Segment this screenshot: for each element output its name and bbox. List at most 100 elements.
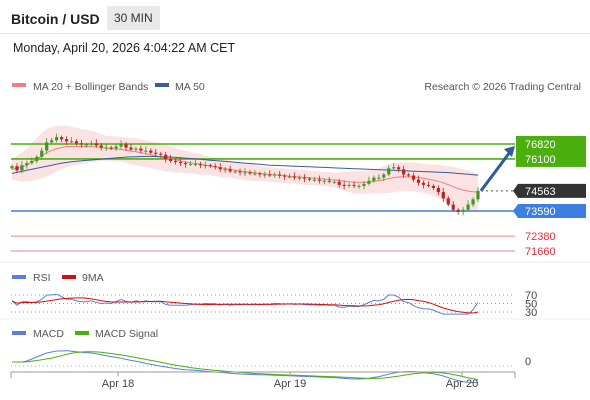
candle bbox=[129, 144, 133, 152]
candle bbox=[387, 165, 391, 177]
candle bbox=[193, 159, 198, 167]
interval-button[interactable]: 30 MIN bbox=[107, 6, 160, 30]
candle bbox=[382, 172, 386, 182]
x-label-2: Apr 19 bbox=[274, 378, 306, 390]
candle bbox=[84, 142, 88, 148]
rsi-ma-line bbox=[11, 297, 479, 314]
candle bbox=[421, 180, 426, 189]
candle bbox=[441, 187, 445, 202]
candle bbox=[35, 155, 39, 164]
rsi-ma-legend-label: 9MA bbox=[82, 272, 104, 284]
candle bbox=[416, 175, 421, 186]
macd-line bbox=[12, 350, 478, 383]
candle bbox=[30, 157, 34, 165]
rsi-legend-label: RSI bbox=[33, 272, 51, 284]
candle bbox=[426, 181, 431, 188]
candle bbox=[317, 175, 321, 184]
candle bbox=[233, 169, 237, 174]
candle bbox=[10, 164, 14, 170]
candle bbox=[79, 139, 84, 148]
candle bbox=[446, 196, 450, 207]
ma20-legend-label: MA 20 + Bollinger Bands bbox=[33, 81, 148, 93]
candle bbox=[352, 181, 356, 189]
candle bbox=[461, 206, 465, 216]
candle bbox=[451, 201, 455, 213]
candle bbox=[327, 177, 331, 184]
copyright-text: Research © 2026 Trading Central bbox=[424, 81, 581, 93]
candle bbox=[183, 161, 188, 168]
candle bbox=[456, 208, 460, 215]
candle bbox=[367, 176, 371, 186]
candle bbox=[159, 152, 163, 158]
candle bbox=[312, 176, 317, 182]
current-price-label-text: 74563 bbox=[525, 186, 556, 198]
candle bbox=[144, 146, 148, 155]
candle bbox=[94, 139, 98, 148]
candle bbox=[74, 139, 79, 146]
candle bbox=[15, 163, 19, 173]
candle bbox=[406, 172, 411, 178]
candle bbox=[40, 147, 44, 160]
candle bbox=[362, 180, 366, 190]
candle bbox=[297, 175, 302, 181]
candle bbox=[397, 164, 401, 173]
pivot-label: 73590 bbox=[513, 204, 586, 218]
candlesticks bbox=[10, 133, 480, 216]
candle bbox=[198, 161, 202, 169]
candle bbox=[292, 172, 297, 180]
candle bbox=[273, 172, 277, 178]
ma50-legend-swatch bbox=[155, 83, 169, 87]
rsi-level-label-50: 50 bbox=[525, 299, 537, 311]
candle bbox=[173, 158, 178, 165]
candle bbox=[203, 161, 207, 169]
macd-legend-label: MACD bbox=[33, 328, 64, 340]
x-label-3: Apr 20 bbox=[446, 378, 478, 390]
candle bbox=[278, 170, 282, 179]
candle bbox=[337, 178, 341, 188]
candle bbox=[55, 133, 59, 143]
candle bbox=[322, 178, 326, 185]
candle bbox=[114, 143, 118, 151]
candle bbox=[392, 163, 396, 171]
macd-signal-legend-swatch bbox=[75, 331, 89, 335]
candle bbox=[178, 158, 183, 166]
projection-arrow-head bbox=[504, 146, 515, 157]
candle bbox=[431, 184, 435, 191]
candle bbox=[342, 180, 346, 190]
candle bbox=[357, 184, 361, 189]
chart-header: Bitcoin / USD 30 MIN bbox=[0, 0, 590, 36]
ma20-legend-swatch bbox=[12, 83, 26, 87]
candle bbox=[154, 149, 158, 157]
candle bbox=[268, 170, 272, 178]
candle bbox=[169, 154, 173, 163]
candle bbox=[253, 169, 257, 176]
chart-datetime: Monday, April 20, 2026 4:04:22 AM CET bbox=[13, 41, 236, 55]
candle bbox=[64, 136, 69, 145]
candle bbox=[134, 146, 138, 152]
candle bbox=[59, 135, 64, 143]
support-label-1-text: 72380 bbox=[525, 231, 556, 243]
candle bbox=[104, 144, 108, 152]
current-price-label: 74563 bbox=[513, 183, 586, 198]
candle bbox=[302, 174, 307, 183]
candle bbox=[50, 137, 54, 144]
rsi-level-label-30: 30 bbox=[525, 307, 537, 319]
resistance-label-2: 76100 bbox=[525, 154, 556, 166]
symbol-title: Bitcoin / USD bbox=[11, 11, 100, 27]
macd-zero-label: 0 bbox=[525, 356, 531, 368]
macd-signal-legend-label: MACD Signal bbox=[95, 328, 158, 340]
header-divider bbox=[0, 33, 590, 34]
candle bbox=[149, 148, 153, 155]
support-label-2: 71660 bbox=[525, 246, 556, 258]
candle bbox=[283, 173, 287, 181]
candle bbox=[139, 145, 143, 154]
rsi-ma-legend-swatch bbox=[62, 275, 76, 279]
candle bbox=[402, 165, 406, 179]
candle bbox=[213, 163, 217, 170]
candle bbox=[332, 180, 336, 185]
candle bbox=[258, 171, 262, 178]
candle bbox=[372, 175, 376, 183]
candle bbox=[471, 197, 475, 207]
candle bbox=[436, 185, 440, 196]
